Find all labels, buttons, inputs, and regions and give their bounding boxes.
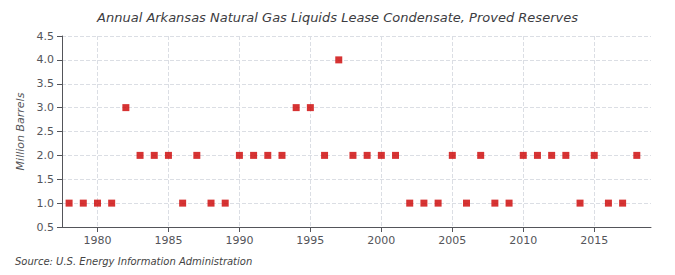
svg-text:2005: 2005	[438, 234, 466, 247]
svg-text:1.0: 1.0	[37, 197, 55, 210]
svg-text:0.5: 0.5	[37, 221, 55, 234]
svg-text:2015: 2015	[580, 234, 608, 247]
svg-text:4.0: 4.0	[37, 53, 55, 66]
svg-text:2.0: 2.0	[37, 149, 55, 162]
svg-text:1990: 1990	[225, 234, 253, 247]
svg-text:1980: 1980	[83, 234, 111, 247]
svg-text:4.5: 4.5	[37, 30, 55, 43]
svg-text:3.0: 3.0	[37, 101, 55, 114]
svg-text:1985: 1985	[154, 234, 182, 247]
svg-text:Million Barrels: Million Barrels	[14, 92, 27, 170]
svg-text:Source: U.S. Energy Informatio: Source: U.S. Energy Information Administ…	[15, 256, 252, 267]
svg-text:2.5: 2.5	[37, 125, 55, 138]
svg-text:1.5: 1.5	[37, 173, 55, 186]
svg-text:2000: 2000	[367, 234, 395, 247]
svg-text:1995: 1995	[296, 234, 324, 247]
svg-text:3.5: 3.5	[37, 77, 55, 90]
svg-text:2010: 2010	[509, 234, 537, 247]
svg-text:Annual Arkansas Natural Gas Li: Annual Arkansas Natural Gas Liquids Leas…	[96, 10, 578, 25]
